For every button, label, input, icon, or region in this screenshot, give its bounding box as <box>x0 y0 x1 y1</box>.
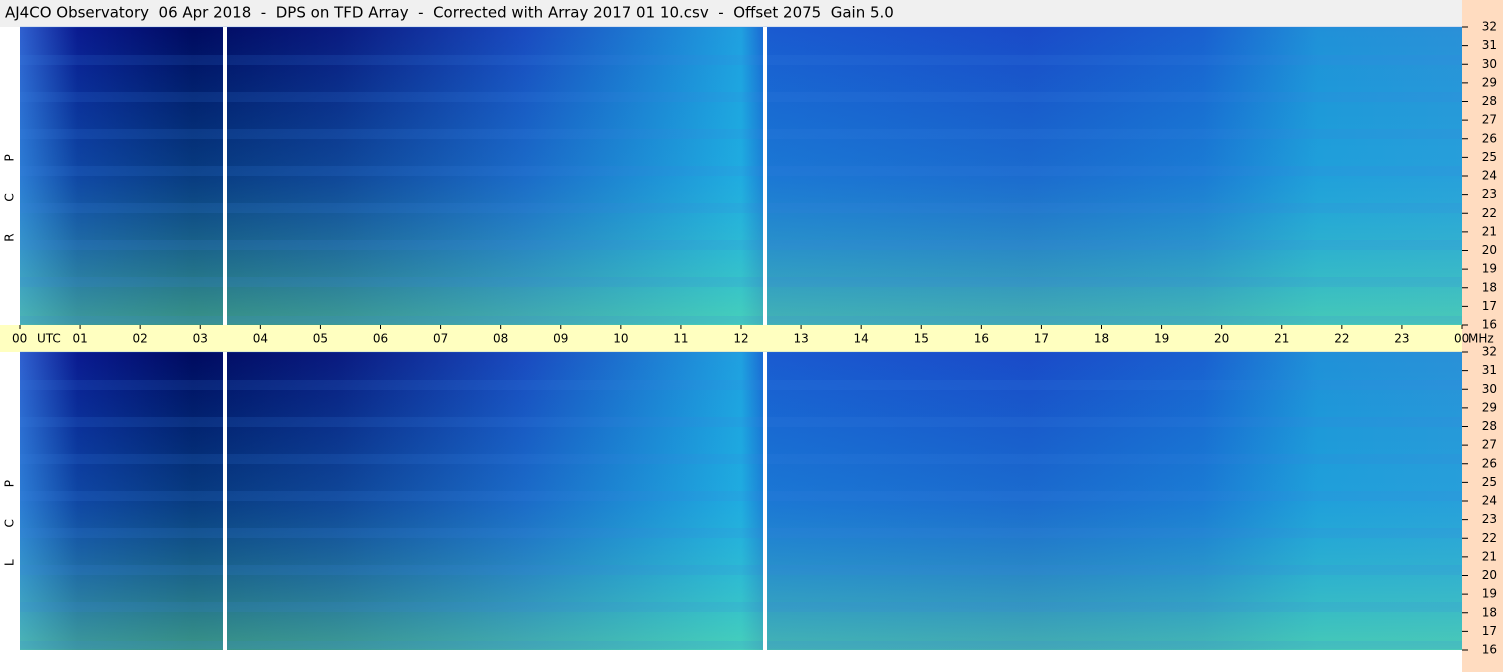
y-tick-label: 28 <box>1482 419 1497 433</box>
y-tick-label: 23 <box>1482 512 1497 526</box>
y-tick-label: 31 <box>1482 363 1497 377</box>
x-tick-label: 12 <box>733 332 748 346</box>
y-tick-label: 32 <box>1482 345 1497 359</box>
x-tick-label: 00 <box>1454 332 1469 346</box>
x-tick-label: 17 <box>1034 332 1049 346</box>
y-axis-strip <box>1462 0 1503 672</box>
chart-title: AJ4CO Observatory 06 Apr 2018 - DPS on T… <box>5 4 894 22</box>
x-tick-label: 19 <box>1154 332 1169 346</box>
y-tick-label: 28 <box>1482 94 1497 108</box>
x-tick-label: 00 <box>12 332 27 346</box>
y-tick-label: 27 <box>1482 438 1497 452</box>
x-tick-label: 11 <box>673 332 688 346</box>
x-tick-label: 15 <box>914 332 929 346</box>
y-tick-label: 25 <box>1482 475 1497 489</box>
panel-label: L C P <box>3 466 17 566</box>
data-gap <box>223 27 227 325</box>
panel-label: R C P <box>3 140 17 242</box>
x-tick-label: 16 <box>974 332 989 346</box>
x-tick-label: 21 <box>1274 332 1289 346</box>
y-tick-label: 31 <box>1482 38 1497 52</box>
x-tick-label: 08 <box>493 332 508 346</box>
y-tick-label: 22 <box>1482 206 1497 220</box>
x-tick-label: 10 <box>613 332 628 346</box>
data-gap <box>763 352 767 650</box>
x-tick-label: 22 <box>1334 332 1349 346</box>
y-tick-label: 30 <box>1482 57 1497 71</box>
x-tick-label: 20 <box>1214 332 1229 346</box>
x-tick-label: 04 <box>253 332 268 346</box>
y-tick-label: 29 <box>1482 75 1497 89</box>
y-tick-label: 17 <box>1482 299 1497 313</box>
spectrogram-intensity <box>20 352 1462 650</box>
y-tick-label: 26 <box>1482 131 1497 145</box>
x-tick-label: 23 <box>1394 332 1409 346</box>
x-tick-label: 03 <box>193 332 208 346</box>
y-tick-label: 19 <box>1482 262 1497 276</box>
x-tick-label: 18 <box>1094 332 1109 346</box>
x-tick-label: 13 <box>793 332 808 346</box>
x-tick-label: 01 <box>72 332 87 346</box>
y-tick-label: 29 <box>1482 400 1497 414</box>
y-tick-label: 17 <box>1482 624 1497 638</box>
y-tick-label: 16 <box>1482 643 1497 657</box>
y-tick-label: 24 <box>1482 169 1497 183</box>
y-tick-label: 32 <box>1482 20 1497 34</box>
data-gap <box>763 27 767 325</box>
data-gap <box>223 352 227 650</box>
y-tick-label: 21 <box>1482 224 1497 238</box>
y-tick-label: 16 <box>1482 318 1497 332</box>
x-tick-label: 07 <box>433 332 448 346</box>
x-tick-label: 02 <box>133 332 148 346</box>
x-tick-label: 14 <box>854 332 869 346</box>
y-tick-label: 19 <box>1482 587 1497 601</box>
y-tick-label: 21 <box>1482 549 1497 563</box>
y-tick-label: 18 <box>1482 280 1497 294</box>
y-tick-label: 26 <box>1482 456 1497 470</box>
x-tick-label: 06 <box>373 332 388 346</box>
x-tick-label: 09 <box>553 332 568 346</box>
y-tick-label: 24 <box>1482 494 1497 508</box>
y-tick-label: 27 <box>1482 113 1497 127</box>
y-tick-label: 20 <box>1482 243 1497 257</box>
y-tick-label: 18 <box>1482 605 1497 619</box>
y-tick-label: 23 <box>1482 187 1497 201</box>
x-axis-label: UTC <box>37 332 61 346</box>
y-axis-label: MHz <box>1468 332 1494 346</box>
x-tick-label: 05 <box>313 332 328 346</box>
y-tick-label: 25 <box>1482 150 1497 164</box>
title-bar <box>0 0 1503 27</box>
y-tick-label: 30 <box>1482 382 1497 396</box>
x-axis-strip <box>0 325 1462 352</box>
y-tick-label: 20 <box>1482 568 1497 582</box>
y-tick-label: 22 <box>1482 531 1497 545</box>
spectrogram-intensity <box>20 27 1462 325</box>
